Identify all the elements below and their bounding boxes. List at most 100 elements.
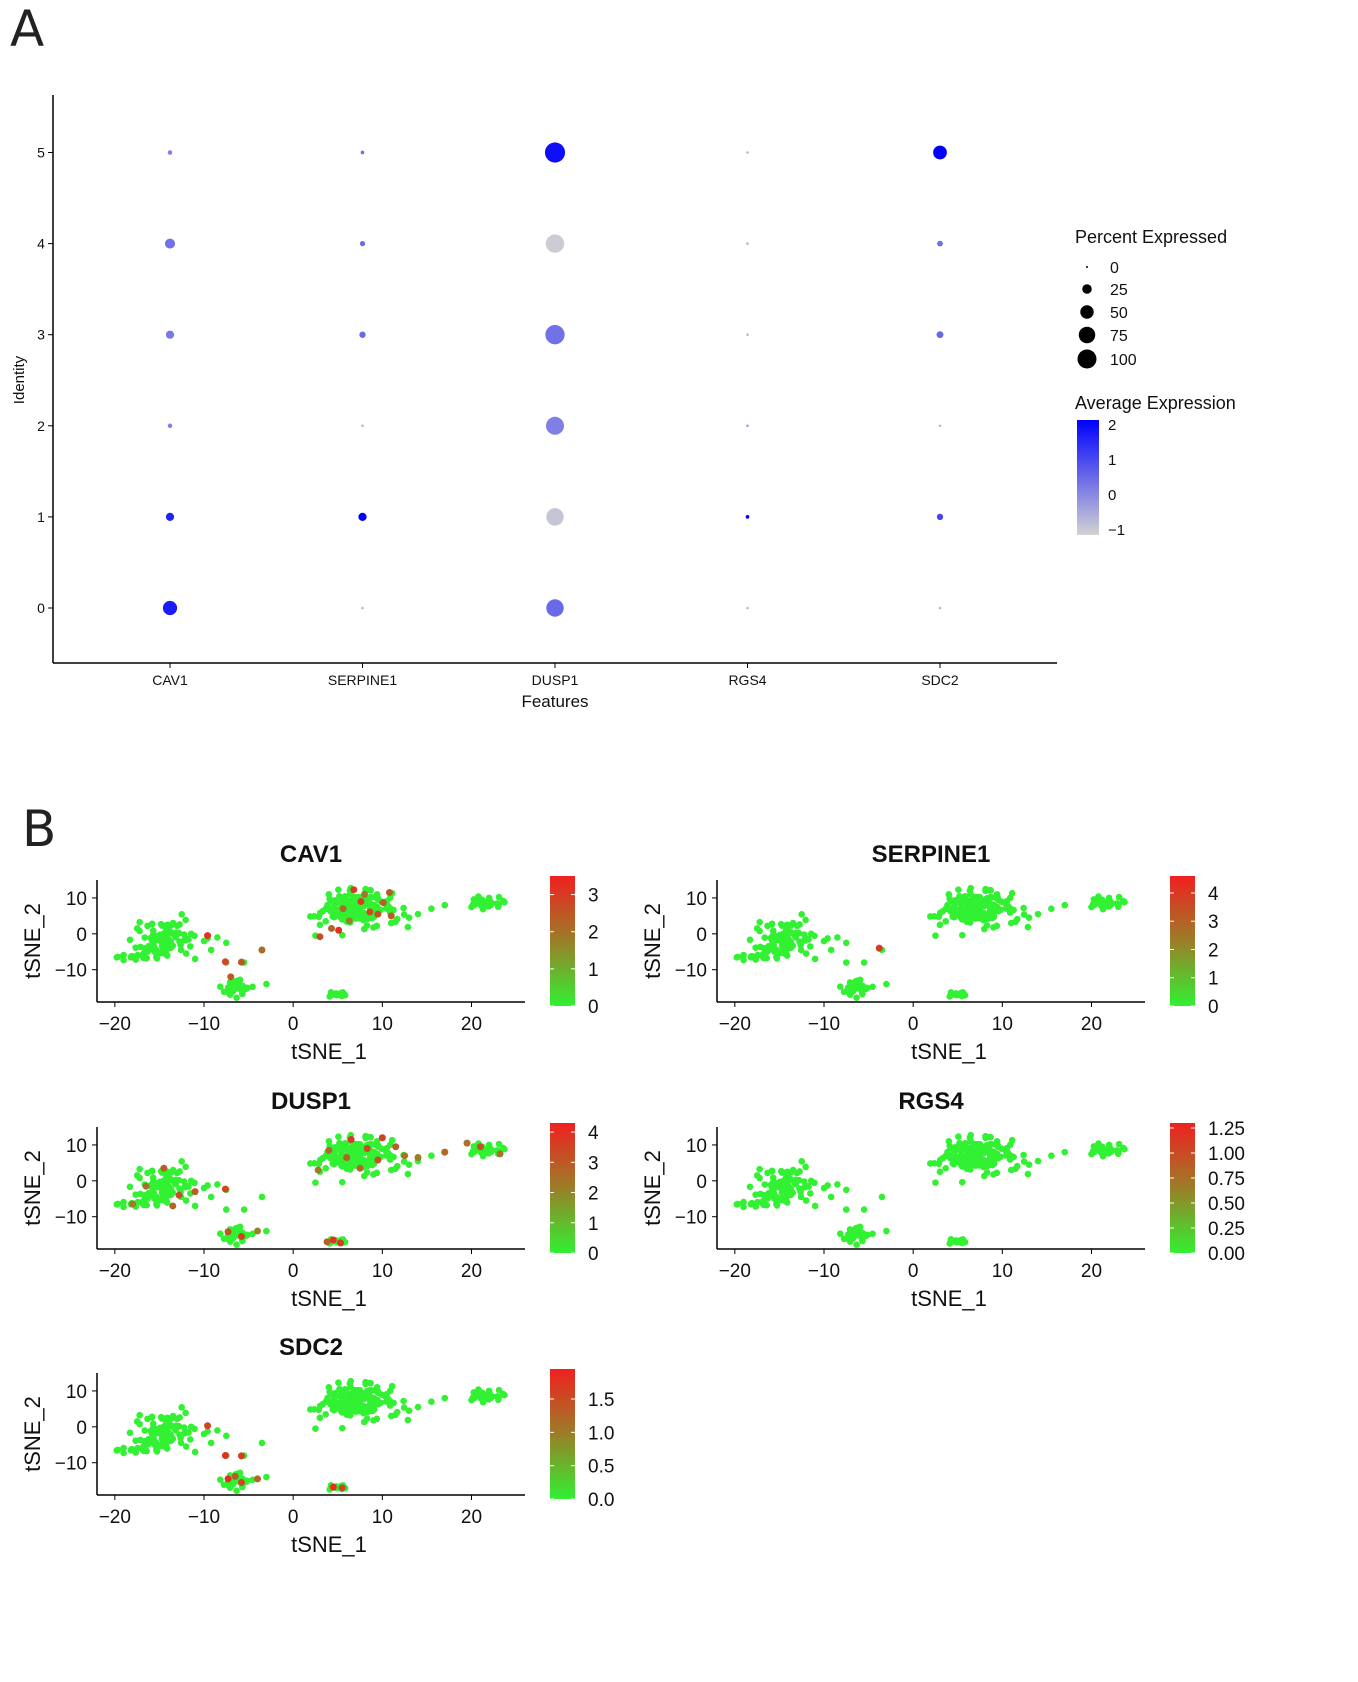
cell-point [322,1165,329,1172]
cell-point [994,1143,1002,1151]
cell-point [200,1184,208,1192]
cell-point [182,1409,189,1417]
cell-point [400,1158,408,1165]
cell-point [798,1158,806,1165]
cell-point [249,983,256,991]
cell-point [132,956,140,963]
cell-point [153,947,161,955]
cell-point [1105,1141,1113,1149]
x-tick-label: 10 [992,1261,1013,1282]
expressed-cell-point [374,1156,382,1164]
cell-point [405,914,413,921]
cell-point [476,896,484,903]
colorbar-tick-label: 2 [1208,940,1219,961]
cell-point [149,1420,157,1428]
panel-title: SERPINE1 [872,841,991,868]
cell-point [842,959,850,966]
cell-point [400,1397,407,1405]
cell-point [185,936,192,943]
cell-point [1121,1145,1128,1153]
expressed-cell-point [169,1202,177,1210]
cell-point [781,1197,788,1204]
cell-point [207,1193,215,1201]
cell-point [1089,1148,1097,1155]
x-tick-label: −20 [719,1014,751,1035]
cell-point [970,1142,978,1149]
x-tick-label: 20 [461,1507,482,1528]
cell-point [952,1237,960,1244]
cell-point [136,927,143,935]
cell-point [171,933,179,940]
cell-point [773,953,780,961]
cell-point [263,1473,270,1481]
cell-point [144,922,151,930]
cell-point [160,1423,168,1430]
cell-point [404,923,412,931]
cell-point [780,1177,788,1184]
x-tick-label: −10 [188,1261,220,1282]
cell-point [405,1161,413,1168]
cell-point [335,1401,342,1408]
cell-point [160,1177,168,1184]
cell-point [222,939,230,947]
cell-point [961,1238,969,1246]
cell-point [141,1438,148,1445]
cell-point [820,937,828,945]
cell-point [883,980,890,988]
cell-point [857,1229,864,1236]
expressed-cell-point [254,1475,261,1483]
cell-point [136,1420,143,1428]
cell-point [967,1137,974,1145]
cell-point [178,911,186,918]
cell-point [469,1394,477,1401]
expressed-cell-point [258,946,266,954]
cell-point [161,1443,168,1450]
cell-point [384,1395,392,1403]
cell-point [180,931,188,938]
cell-point [366,886,374,894]
cell-point [200,937,208,945]
cell-point [942,918,949,925]
cell-point [834,934,841,941]
cell-point [986,1133,994,1141]
cell-point [350,895,358,902]
expressed-cell-point [356,1164,364,1172]
cell-point [165,1429,173,1436]
panel-title: SDC2 [279,1334,343,1361]
cell-point [761,1181,769,1188]
expressed-cell-point [175,1191,183,1199]
cell-point [441,901,449,909]
cell-point [481,1395,489,1403]
cell-point [360,1418,368,1426]
x-tick-label: 0 [288,1014,299,1035]
cell-point [852,985,860,992]
cell-point [136,918,143,926]
cell-point [1025,1161,1033,1168]
cell-point [834,1181,841,1188]
cell-point [140,1201,148,1209]
cell-point [136,1411,143,1419]
cell-point [986,886,994,894]
cell-point [364,899,372,907]
cell-point [187,1423,195,1431]
cell-point [752,956,760,963]
cell-point [1096,896,1104,903]
expressed-cell-point [204,1422,212,1430]
y-tick-label: 5 [37,145,45,161]
colorbar-tick-label: 4 [588,1123,599,1144]
y-tick-label: 0 [696,1172,707,1193]
cell-point [141,1427,149,1434]
cell-point [805,1183,812,1190]
cell-point [791,1180,799,1187]
cell-point [312,1179,319,1186]
dot-point [544,142,566,163]
cell-point [178,1158,186,1165]
cell-point [326,993,334,1000]
cell-point [186,943,194,950]
colorbar-tick-label: 0.50 [1208,1194,1245,1215]
cell-point [778,942,786,950]
colorbar-tick-label: 0.75 [1208,1169,1245,1190]
cell-point [984,1146,992,1154]
expressed-cell-point [316,933,324,941]
